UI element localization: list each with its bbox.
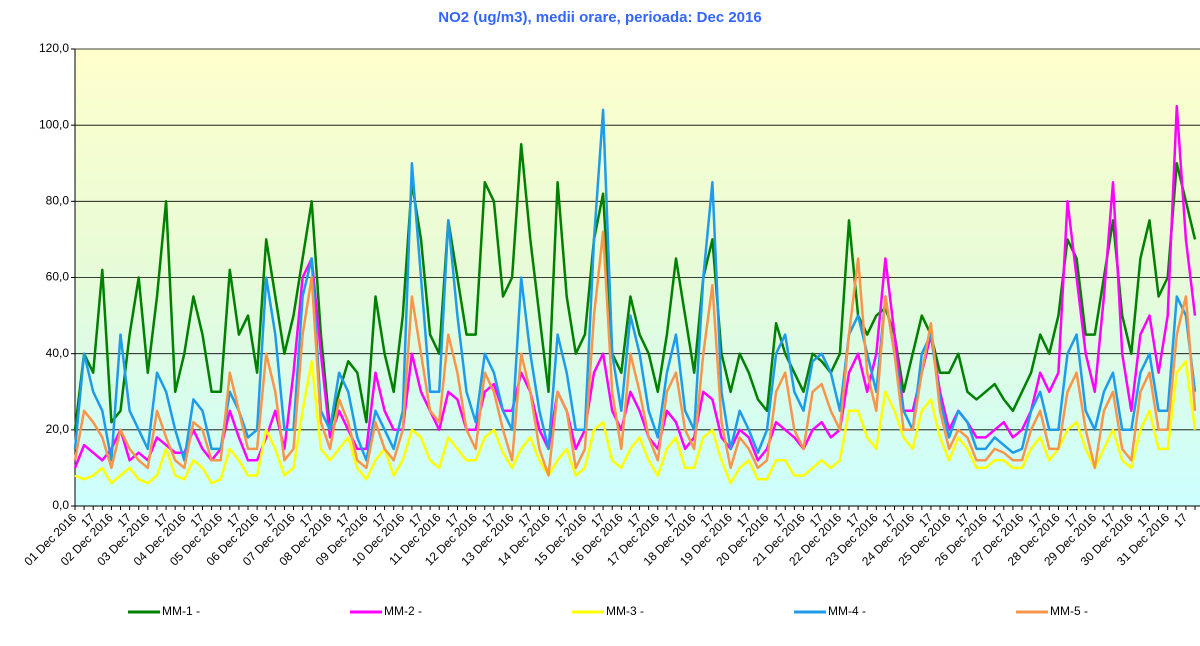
legend-label: MM-4 - — [828, 604, 866, 618]
y-tick-label: 20,0 — [46, 422, 70, 436]
y-tick-label: 40,0 — [46, 346, 70, 360]
chart-title: NO2 (ug/m3), medii orare, perioada: Dec … — [438, 9, 761, 26]
series-line — [74, 360, 1197, 485]
series-line — [73, 230, 1197, 477]
y-tick-label: 80,0 — [46, 194, 70, 208]
series-line — [73, 142, 1197, 432]
series-line — [73, 108, 1197, 462]
legend-label: MM-3 - — [606, 604, 644, 618]
legend-label: MM-2 - — [384, 604, 422, 618]
y-tick-label: 0,0 — [52, 498, 69, 512]
y-tick-label: 60,0 — [46, 270, 70, 284]
y-tick-label: 120,0 — [39, 41, 69, 55]
legend-label: MM-1 - — [162, 604, 200, 618]
y-tick-label: 100,0 — [39, 117, 69, 131]
x-tick-label: 17 — [1171, 510, 1191, 530]
legend-label: MM-5 - — [1050, 604, 1088, 618]
